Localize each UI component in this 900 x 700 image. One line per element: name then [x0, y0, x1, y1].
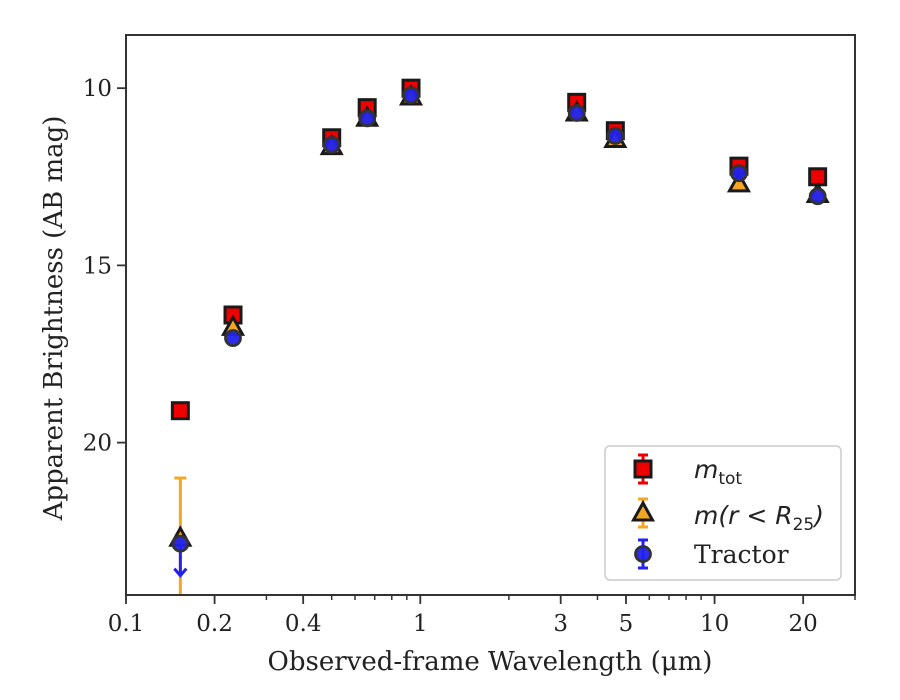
- x-major-ticks: 0.1 0.2 0.4 1 3 5 10 20: [108, 595, 818, 637]
- tractor-point-7: [730, 164, 748, 183]
- legend-frame: [604, 445, 842, 581]
- plot-frame: [125, 34, 856, 596]
- legend-mr25-close: ): [812, 501, 824, 530]
- legend-mr25-main: m: [694, 501, 718, 530]
- tractor-point-4: [402, 86, 420, 105]
- y-tick-label-1: 15: [83, 253, 112, 279]
- data-marks: [168, 78, 830, 595]
- tractor-point-1: [224, 329, 242, 347]
- x-tick-label-7: 20: [789, 611, 818, 637]
- y-tick-label-2: 20: [83, 431, 112, 457]
- legend-label-mr25: m(r < R25): [694, 501, 824, 535]
- x-tick-label-2: 0.4: [285, 611, 322, 637]
- x-tick-label-3: 1: [413, 611, 428, 637]
- legend-label-mtot: mtot: [694, 455, 742, 489]
- tractor-point-6: [606, 127, 625, 145]
- legend-mtot-sub: tot: [718, 469, 742, 489]
- y-axis-label: Apparent Brightness (AB mag): [39, 116, 69, 522]
- legend-label-tractor: Tractor: [694, 540, 789, 569]
- tractor-point-2: [322, 135, 341, 154]
- mtot-point-0: [170, 401, 190, 421]
- legend: mtot m(r < R25) Tractor: [604, 445, 842, 581]
- x-tick-label-5: 5: [619, 611, 634, 637]
- legend-marker-tractor: [634, 545, 652, 563]
- legend-mtot-main: m: [694, 455, 718, 484]
- y-tick-label-0: 10: [83, 76, 112, 102]
- legend-mr25-sub: 25: [793, 515, 815, 535]
- x-tick-label-4: 3: [553, 611, 568, 637]
- tractor-point-5: [567, 104, 586, 122]
- x-tick-label-0: 0.1: [108, 611, 145, 637]
- legend-marker-mr25: [630, 499, 656, 522]
- x-axis-label: Observed-frame Wavelength (μm): [268, 647, 713, 677]
- mr25-point-7: [726, 170, 752, 193]
- x-tick-label-1: 0.2: [196, 611, 233, 637]
- tractor-point-0: [171, 534, 190, 553]
- x-tick-label-6: 10: [700, 611, 729, 637]
- tractor-point-8: [808, 187, 827, 206]
- y-ticks: 10 15 20: [83, 76, 126, 457]
- legend-marker-mtot: [633, 459, 653, 479]
- tractor-point-3: [358, 109, 377, 128]
- tractor-limit-arrow-0: [173, 567, 188, 578]
- legend-mr25-open: (r < R: [718, 501, 792, 530]
- legend-markers: [630, 453, 656, 570]
